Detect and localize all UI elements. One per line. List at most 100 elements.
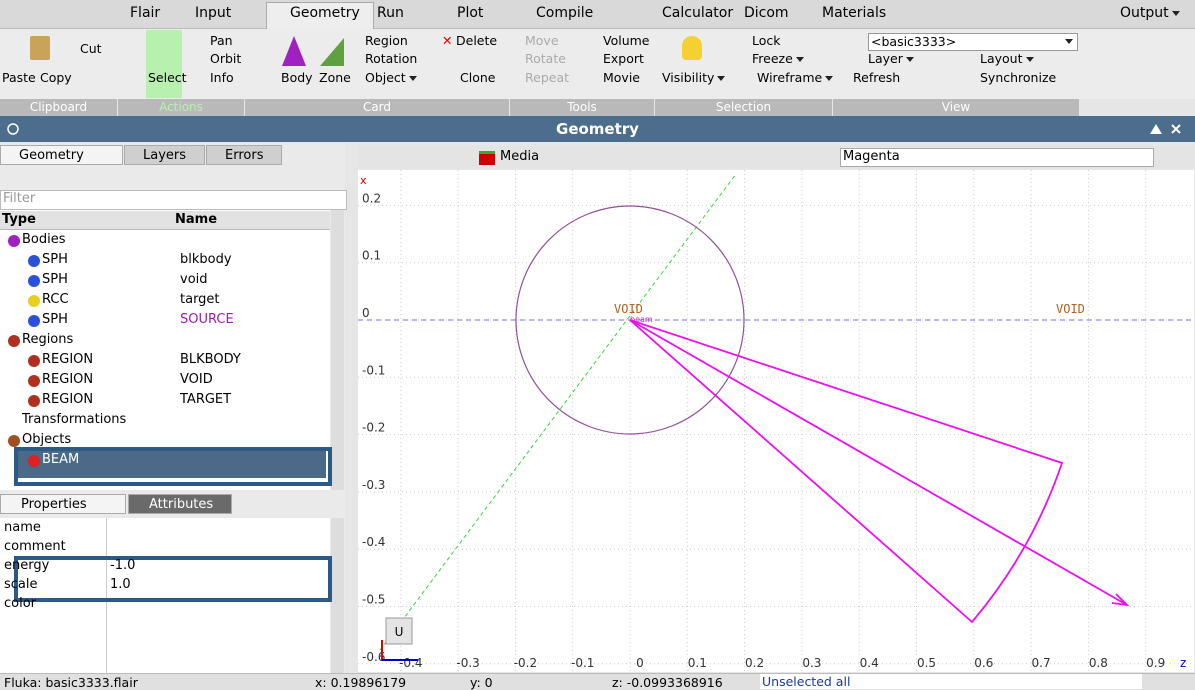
object[interactable]: Object [365, 70, 417, 85]
clone[interactable]: Clone [460, 70, 496, 85]
layer[interactable]: Layer [868, 51, 914, 66]
tree-icon [8, 435, 20, 447]
delete[interactable]: ✕ Delete [442, 33, 498, 48]
volume[interactable]: Volume [603, 33, 650, 48]
menu-tab[interactable]: Materials [822, 5, 887, 21]
ribbon-group-label: Tools [510, 99, 654, 116]
h-tick-label: 0.1 [688, 656, 707, 670]
export[interactable]: Export [603, 51, 644, 66]
menu-tab[interactable]: Plot [457, 5, 484, 21]
color-select[interactable]: Magenta [840, 148, 1154, 167]
wireframe[interactable]: Wireframe [757, 70, 834, 85]
prop-scrollbar[interactable] [331, 518, 344, 673]
tree-name: target [180, 292, 220, 307]
viewport[interactable]: 0.2 0.1 0 -0.1 -0.2 -0.3 -0.4 -0.5 -0.6 -0.4 -0.3 -… [358, 170, 1194, 672]
tree-icon [28, 315, 40, 327]
menu-tab[interactable]: Run [377, 5, 404, 21]
paste[interactable]: Paste [2, 70, 36, 85]
freeze[interactable]: Freeze [752, 51, 804, 66]
left-tab[interactable]: Errors [206, 145, 282, 165]
v-tick-label: 0 [362, 306, 370, 320]
info[interactable]: Info [210, 70, 234, 85]
prop-tab[interactable]: Properties [0, 494, 126, 514]
v-tick-label: -0.4 [362, 535, 385, 549]
region-label: VOID [614, 302, 643, 316]
ribbon-group-label: Clipboard [0, 99, 117, 116]
u-button [385, 617, 413, 645]
panel-title: Geometry [0, 116, 1195, 142]
tree-icon [28, 395, 40, 407]
menu-tab[interactable]: Dicom [744, 5, 789, 21]
menu-tab[interactable]: Compile [536, 5, 594, 21]
ribbon-group-label: View [833, 99, 1079, 116]
body-zone-icons [282, 36, 344, 66]
rotate[interactable]: Rotate [525, 51, 566, 66]
x-axis-label: x [360, 174, 367, 187]
refresh[interactable]: Refresh [853, 70, 901, 85]
tree-icon [28, 455, 40, 467]
h-tick-label: -0.4 [399, 656, 422, 670]
tree-scrollbar[interactable] [331, 210, 344, 490]
synchronize[interactable]: Synchronize [980, 70, 1057, 85]
tree-type: SPH [42, 252, 68, 267]
menu-tab[interactable]: Geometry [290, 5, 360, 21]
filter-input[interactable]: Filter [0, 190, 347, 210]
visibility-label: Visibility [662, 70, 715, 85]
left-tab[interactable]: Geometry [0, 145, 123, 165]
select-active [146, 30, 182, 98]
basic-combo[interactable]: <basic3333> [868, 33, 1078, 51]
layer-icon [479, 151, 495, 165]
v-tick-label: -0.1 [362, 363, 385, 377]
color-label: Magenta [843, 149, 900, 164]
status-y: y: 0 [470, 675, 493, 690]
menu-bar [0, 0, 1195, 29]
lock[interactable]: Lock [752, 33, 781, 48]
region[interactable]: Region [365, 33, 408, 48]
tree-name: void [180, 272, 208, 287]
output-tab[interactable]: Output [1120, 5, 1180, 21]
move[interactable]: Move [525, 33, 559, 48]
layout[interactable]: Layout [980, 51, 1034, 66]
orbit[interactable]: Orbit [210, 51, 242, 66]
repeat[interactable]: Repeat [525, 70, 570, 85]
tree-type: REGION [42, 352, 94, 367]
v-tick-label: -0.6 [362, 650, 385, 664]
output-label: Output [1120, 5, 1169, 21]
beam-direction [629, 319, 1130, 607]
status-x: x: 0.19896179 [315, 675, 407, 690]
tree-type: Objects [22, 432, 72, 447]
h-tick-label: 0.8 [1089, 656, 1108, 670]
tree [0, 210, 330, 490]
layout-label: Layout [980, 51, 1023, 66]
layer-select[interactable]: Media [500, 149, 540, 164]
highlight-beam [14, 447, 332, 486]
prop-key: name [4, 520, 41, 535]
movie[interactable]: Movie [603, 70, 640, 85]
pan[interactable]: Pan [210, 33, 233, 48]
prop-value[interactable]: 1.0 [110, 577, 131, 592]
visibility[interactable]: Visibility [662, 70, 726, 85]
rotation[interactable]: Rotation [365, 51, 418, 66]
tree-type: BEAM [42, 452, 80, 467]
tree-type: RCC [42, 292, 69, 307]
panel-title-text: Geometry [556, 120, 639, 138]
zone[interactable]: Zone [319, 70, 351, 85]
wireframe-label: Wireframe [757, 70, 823, 85]
body[interactable]: Body [281, 70, 313, 85]
menu-tab[interactable]: Input [195, 5, 232, 21]
menu-tab[interactable]: Calculator [662, 5, 734, 21]
prop-tab[interactable]: Attributes [128, 494, 232, 514]
left-tab[interactable]: Layers [124, 145, 205, 165]
cut[interactable]: Cut [80, 41, 102, 56]
prop-value[interactable]: -1.0 [110, 558, 136, 573]
copy[interactable]: Copy [40, 70, 72, 85]
tree-header [0, 211, 330, 230]
tree-type: SPH [42, 312, 68, 327]
menu-tab[interactable]: Flair [130, 5, 161, 21]
plot-bg [358, 170, 1194, 672]
v-tick-label: 0.1 [362, 249, 381, 263]
prop-key: energy [4, 558, 50, 573]
tree-type: Bodies [22, 232, 66, 247]
select[interactable]: Select [148, 70, 187, 85]
